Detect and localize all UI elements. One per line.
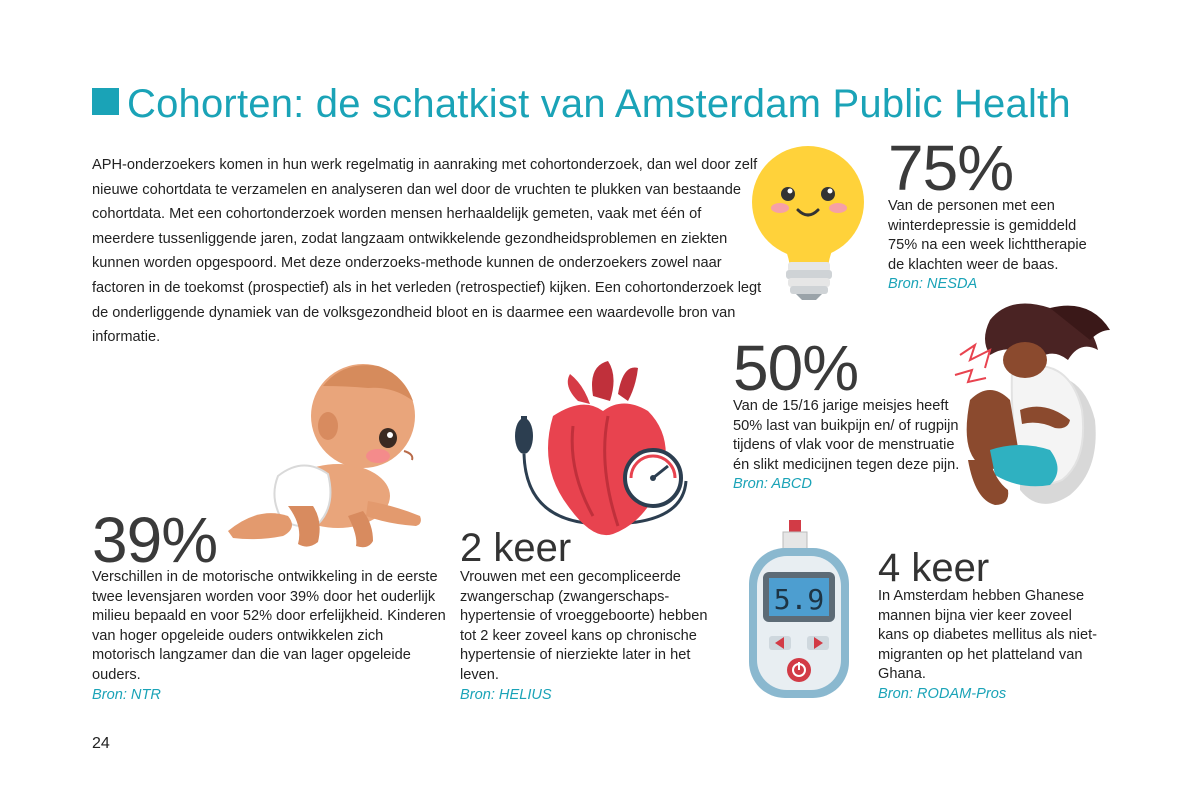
stat-source-heart: Bron: HELIUS <box>460 686 552 703</box>
stat-figure-glucose: 4 keer <box>878 546 990 590</box>
page-title-text: Cohorten: de schatkist van Amsterdam Pub… <box>127 82 1071 126</box>
stat-source-girl: Bron: ABCD <box>733 476 812 493</box>
stat-text-baby: Verschillen in de motorische ontwikkelin… <box>92 568 448 705</box>
stat-figure-light: 75% <box>888 132 1014 204</box>
page-number: 24 <box>92 735 110 752</box>
crawling-baby-icon <box>228 364 421 548</box>
stat-description-heart: Vrouwen met een gecompliceerde zwangersc… <box>460 569 708 683</box>
girl-with-abdominal-pain-icon <box>954 303 1110 505</box>
glucose-meter-icon: 5.9 <box>749 520 849 698</box>
stat-figure-baby: 39% <box>92 504 218 576</box>
stat-text-light: Van de personen met een winterdepressie … <box>888 197 1098 295</box>
stat-source-baby: Bron: NTR <box>92 686 161 703</box>
intro-paragraph: APH-onderzoekers komen in hun werk regel… <box>92 157 762 346</box>
stat-source-glucose: Bron: RODAM-Pros <box>878 685 1007 702</box>
stat-figure-girl: 50% <box>733 332 859 404</box>
glucose-display-value: 5.9 <box>774 583 825 616</box>
smiling-lightbulb-icon <box>752 146 864 300</box>
stat-description-light: Van de personen met een winterdepressie … <box>888 198 1087 273</box>
stat-text-girl: Van de 15/16 jarige meisjes heeft 50% la… <box>733 397 973 495</box>
stat-description-girl: Van de 15/16 jarige meisjes heeft 50% la… <box>733 398 960 473</box>
title-square-icon <box>92 88 119 115</box>
heart-with-blood-pressure-gauge-icon <box>515 361 688 536</box>
stat-source-light: Bron: NESDA <box>888 276 978 293</box>
stat-text-heart: Vrouwen met een gecompliceerde zwangersc… <box>460 568 710 705</box>
stat-description-baby: Verschillen in de motorische ontwikkelin… <box>92 569 446 683</box>
stat-text-glucose: In Amsterdam hebben Ghanese mannen bijna… <box>878 587 1098 705</box>
stat-figure-heart: 2 keer <box>460 526 572 570</box>
stat-description-glucose: In Amsterdam hebben Ghanese mannen bijna… <box>878 588 1098 683</box>
page-title: Cohorten: de schatkist van Amsterdam Pub… <box>92 82 1071 127</box>
